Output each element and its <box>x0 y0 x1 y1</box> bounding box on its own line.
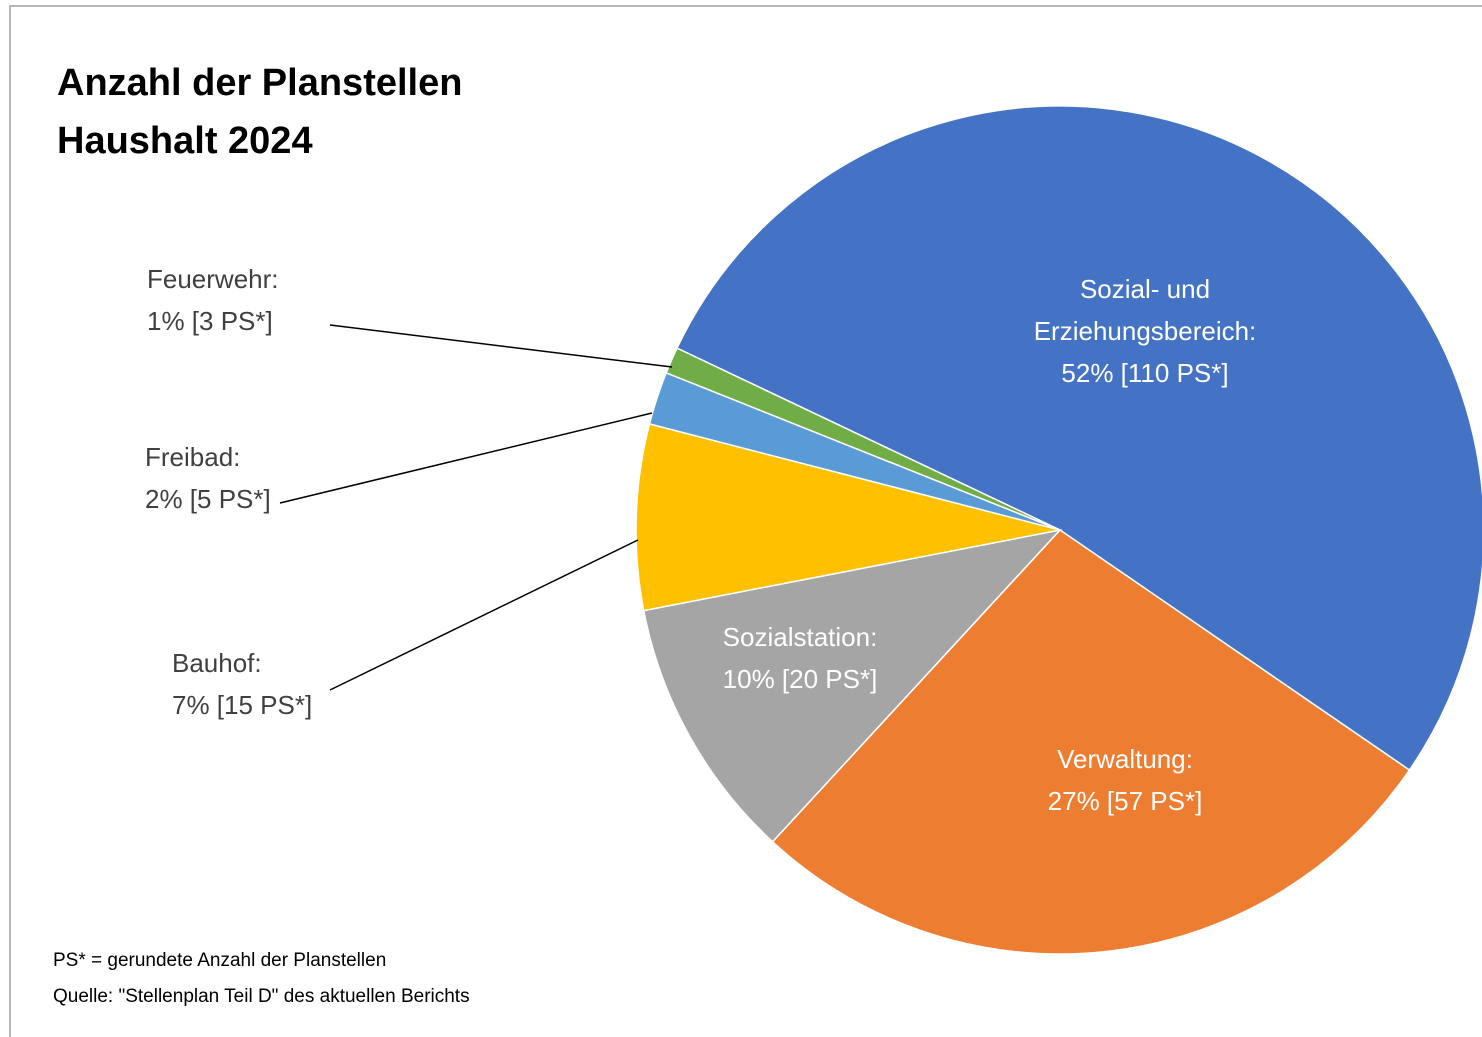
value-label: 7% [15 PS*] <box>172 690 313 720</box>
leader-line <box>329 324 673 368</box>
chart-subtitle: Haushalt 2024 <box>57 120 313 162</box>
category-label: Bauhof: <box>172 648 262 678</box>
value-label: 52% [110 PS*] <box>1061 358 1229 388</box>
pie <box>635 105 1482 955</box>
footnote: PS* = gerundete Anzahl der Planstellen <box>53 950 387 971</box>
chart-frame <box>9 5 1482 1037</box>
slice-label: Freibad: 2% [5 PS*] <box>145 436 395 520</box>
value-label: 2% [5 PS*] <box>145 484 271 514</box>
leader-line <box>329 539 639 691</box>
category-label: Verwaltung: <box>1057 744 1193 774</box>
chart-title: Anzahl der Planstellen <box>57 62 463 104</box>
footnote: Quelle: "Stellenplan Teil D" des aktuell… <box>53 986 470 1007</box>
slice-label: Sozialstation: 10% [20 PS*] <box>690 616 910 700</box>
value-label: 10% [20 PS*] <box>722 664 878 694</box>
category-label: Sozialstation: <box>722 622 878 652</box>
category-label: Sozial- und Erziehungsbereich: <box>1033 274 1257 346</box>
slice-label: Verwaltung: 27% [57 PS*] <box>1005 738 1245 822</box>
pie-slice <box>665 347 1061 531</box>
value-label: 27% [57 PS*] <box>1047 786 1203 816</box>
slice-label: Bauhof: 7% [15 PS*] <box>172 642 422 726</box>
slice-label: Sozial- und Erziehungsbereich: 52% [110 P… <box>1000 268 1290 394</box>
pie-slice <box>771 529 1411 955</box>
pie-slice <box>635 422 1061 612</box>
value-label: 1% [3 PS*] <box>147 306 273 336</box>
leader-line <box>279 412 653 504</box>
pie-slice <box>642 528 1063 843</box>
slice-label: Feuerwehr: 1% [3 PS*] <box>147 258 397 342</box>
category-label: Freibad: <box>145 442 241 472</box>
category-label: Feuerwehr: <box>147 264 279 294</box>
